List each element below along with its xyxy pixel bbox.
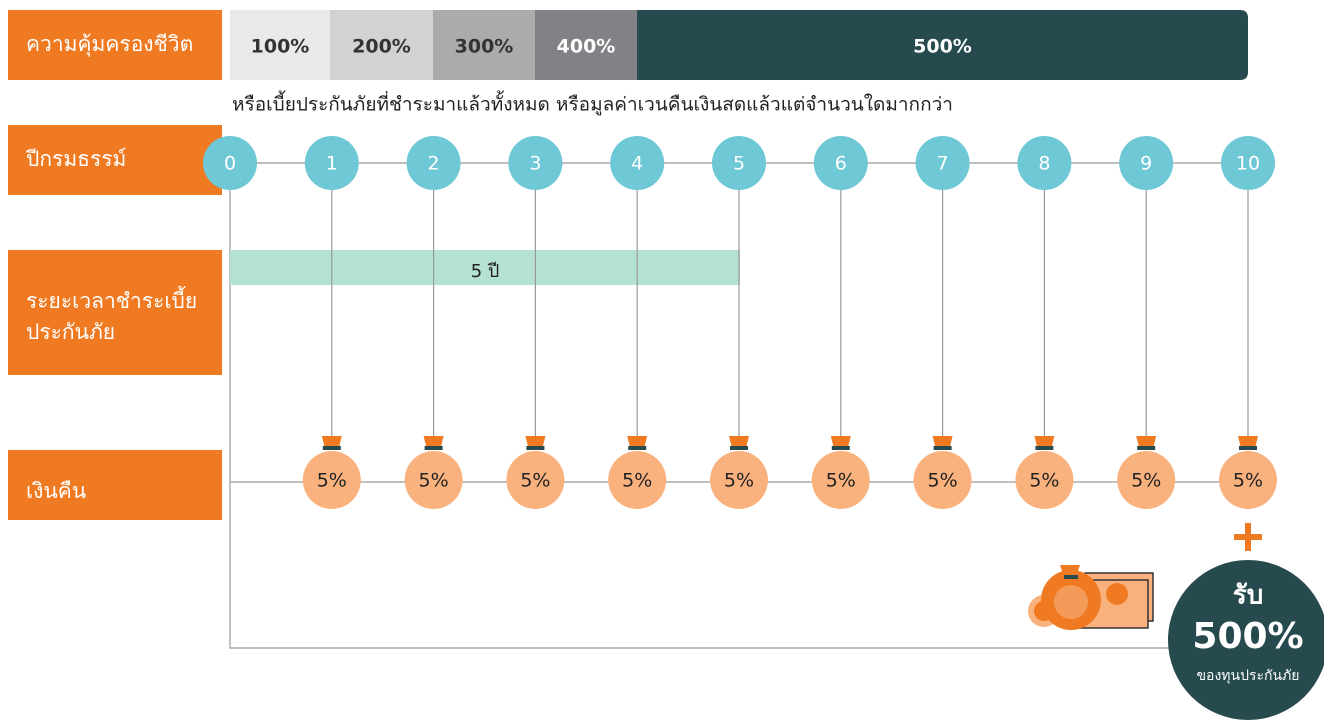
coverage-label: 400%	[557, 36, 616, 58]
bag-neck	[321, 436, 342, 448]
label: ความคุ้มครองชีวิต	[26, 32, 193, 57]
year-circle	[610, 136, 665, 190]
bag-neck	[932, 436, 953, 448]
refund-label: 5%	[419, 470, 449, 492]
label-box	[8, 10, 222, 80]
refund-label: 5%	[622, 470, 652, 492]
year-label: 3	[529, 153, 541, 175]
year-circle	[203, 136, 257, 190]
bag-body	[710, 451, 768, 509]
bag-neck	[1238, 436, 1258, 448]
label-box	[8, 450, 222, 520]
year-circle	[915, 136, 970, 190]
bag-body	[1219, 451, 1277, 509]
bag-body	[608, 451, 667, 509]
refund-label: 5%	[928, 470, 958, 492]
year-label: 7	[937, 153, 949, 175]
year-label: 2	[428, 153, 440, 175]
coverage-label: 300%	[455, 36, 514, 58]
label: ประกันภัย	[26, 320, 115, 344]
refund-label: 5%	[520, 470, 550, 492]
coverage-label: 500%	[913, 36, 972, 58]
year-label: 5	[733, 153, 745, 175]
row-labels: ความคุ้มครองชีวิต ปีกรมธรรม์ ระยะเวลาชำร…	[8, 10, 222, 520]
coverage-label: 100%	[251, 36, 310, 58]
refund-label: 5%	[1131, 470, 1161, 492]
money-icon	[1028, 565, 1154, 630]
year-label: 10	[1236, 153, 1260, 175]
bag-tie	[424, 446, 443, 450]
label-box	[8, 125, 222, 195]
year-circle	[1119, 136, 1174, 190]
label: ระยะเวลาชำระเบี้ย	[26, 286, 197, 313]
year-circle	[813, 136, 868, 190]
label: เงินคืน	[26, 479, 86, 503]
coverage-segment	[433, 10, 535, 80]
bag-body	[1117, 451, 1176, 509]
label: ปีกรมธรรม์	[25, 147, 126, 171]
bag-neck	[830, 436, 851, 448]
year-circle	[1017, 136, 1072, 190]
dynamic: 100% 200% 300% 400% 500% 0 1 2 3 4 5 6 7 8 9 10 5% 5% 5% 5%…	[203, 10, 1277, 509]
bag-tie	[933, 446, 952, 450]
bag-body	[913, 451, 972, 509]
refund-label: 5%	[1029, 470, 1059, 492]
bag-tie	[730, 446, 748, 450]
payment-bar-label: 5 ปี	[471, 261, 500, 282]
year-label: 0	[224, 153, 236, 175]
final-line	[229, 163, 1178, 649]
coverage-segment	[330, 10, 433, 80]
coverage-segment	[230, 10, 330, 80]
year-label: 4	[631, 153, 643, 175]
refund-label: 5%	[826, 470, 856, 492]
coverage-segment	[535, 10, 637, 80]
year-circle	[1221, 136, 1275, 190]
plus	[1245, 523, 1251, 551]
bag-neck	[627, 436, 648, 448]
bag-body	[302, 451, 361, 509]
coverage-segment	[637, 10, 1248, 80]
year-label: 1	[326, 153, 338, 175]
bag-tie	[526, 446, 545, 450]
bag-body	[1015, 451, 1074, 509]
bag-neck	[1136, 436, 1157, 448]
bag-neck	[729, 436, 749, 448]
year-label: 9	[1140, 153, 1152, 175]
year-circle	[508, 136, 563, 190]
bag-body	[404, 451, 463, 509]
bag-tie	[628, 446, 647, 450]
bonus-caption: ของทุนประกันภัย	[1196, 668, 1299, 684]
label-box	[8, 250, 222, 375]
bonus-title: รับ	[1233, 581, 1263, 611]
coverage-note: หรือเบี้ยประกันภัยที่ชำระมาแล้วทั้งหมด ห…	[232, 91, 953, 116]
year-circle	[712, 136, 766, 190]
year-circle	[304, 136, 359, 190]
bonus-amount: 500%	[1192, 616, 1303, 657]
bag-tie	[1035, 446, 1054, 450]
refund-label: 5%	[1233, 470, 1263, 492]
refund-label: 5%	[724, 470, 754, 492]
bag-neck	[1034, 436, 1055, 448]
bag-body	[506, 451, 565, 509]
refund-label: 5%	[317, 470, 347, 492]
year-circle	[406, 136, 461, 190]
coverage-label: 200%	[352, 36, 411, 58]
bag-tie	[831, 446, 850, 450]
bag-neck	[423, 436, 444, 448]
payment-bar	[230, 250, 740, 285]
bag-tie	[1137, 446, 1156, 450]
bonus-circle	[1168, 560, 1324, 720]
bag-neck	[525, 436, 546, 448]
year-label: 8	[1038, 153, 1050, 175]
bag-tie	[1239, 446, 1257, 450]
year-label: 6	[835, 153, 847, 175]
bag-tie	[322, 446, 341, 450]
bag-body	[811, 451, 870, 509]
